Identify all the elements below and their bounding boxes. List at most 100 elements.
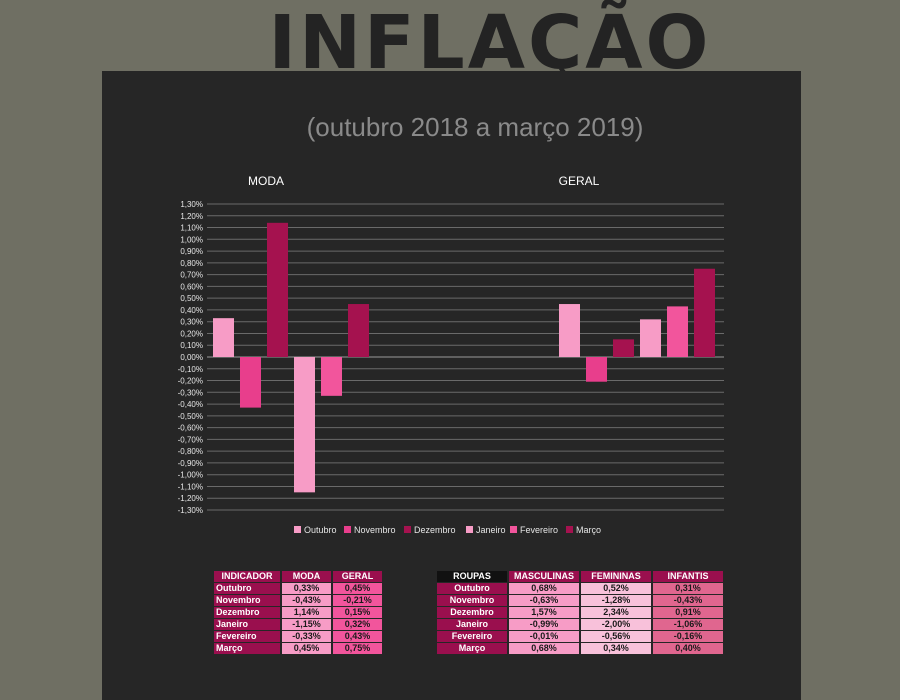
table-cell: Dezembro xyxy=(214,607,280,618)
table-cell: 0,75% xyxy=(333,643,382,654)
table-cell: 0,33% xyxy=(282,583,331,594)
table-cell: 0,91% xyxy=(653,607,723,618)
table-header-cell: INFANTIS xyxy=(653,571,723,582)
table-cell: -1,06% xyxy=(653,619,723,630)
table-cell: -0,99% xyxy=(509,619,579,630)
y-tick-label: -0,50% xyxy=(178,412,203,421)
legend-label: Janeiro xyxy=(476,525,506,535)
table-cell: Janeiro xyxy=(437,619,507,630)
page-subtitle: (outubro 2018 a março 2019) xyxy=(306,112,644,142)
y-tick-label: 0,20% xyxy=(180,329,203,338)
table-cell: 0,45% xyxy=(282,643,331,654)
bar xyxy=(213,318,234,357)
table-cell: -0,63% xyxy=(509,595,579,606)
table-cell: 0,32% xyxy=(333,619,382,630)
bar xyxy=(267,222,288,357)
table-cell: 2,34% xyxy=(581,607,651,618)
table-row: Outubro 0,68% 0,52% 0,31% xyxy=(437,583,723,594)
table-cell: 0,40% xyxy=(653,643,723,654)
legend-label: Dezembro xyxy=(414,525,456,535)
y-tick-label: 0,10% xyxy=(180,341,203,350)
bar xyxy=(348,304,369,357)
bar xyxy=(586,357,607,382)
y-tick-label: 0,80% xyxy=(180,259,203,268)
bar xyxy=(294,357,315,493)
legend-label: Março xyxy=(576,525,601,535)
y-tick-label: -0,30% xyxy=(178,388,203,397)
y-tick-label: -1,10% xyxy=(178,482,203,491)
table-cell: Novembro xyxy=(214,595,280,606)
category-label: MODA xyxy=(248,174,284,188)
table-cell: 0,68% xyxy=(509,583,579,594)
table-cell: 0,68% xyxy=(509,643,579,654)
table-header-cell: INDICADOR xyxy=(214,571,280,582)
y-tick-label: 1,10% xyxy=(180,224,203,233)
table-header-cell: ROUPAS xyxy=(437,571,507,582)
table-header-cell: MASCULINAS xyxy=(509,571,579,582)
y-tick-label: -1,20% xyxy=(178,494,203,503)
table-cell: 0,45% xyxy=(333,583,382,594)
bar xyxy=(694,268,715,357)
table-cell: -1,15% xyxy=(282,619,331,630)
table-cell: Janeiro xyxy=(214,619,280,630)
y-tick-label: 0,60% xyxy=(180,282,203,291)
table-row: Março 0,68% 0,34% 0,40% xyxy=(437,643,723,654)
y-tick-label: 0,30% xyxy=(180,318,203,327)
table-cell: 0,15% xyxy=(333,607,382,618)
bar xyxy=(321,357,342,396)
table-cell: Março xyxy=(214,643,280,654)
roupas-table: ROUPAS MASCULINAS FEMININAS INFANTIS Outubr… xyxy=(435,570,725,655)
table-cell: 1,57% xyxy=(509,607,579,618)
legend-swatch xyxy=(510,526,517,533)
table-row: Dezembro 1,14% 0,15% xyxy=(214,607,382,618)
table-cell: -2,00% xyxy=(581,619,651,630)
inflation-bar-chart: 1,30% 1,20% 1,10% 1,00% 0,90% 0,80% 0,70% 0,60%… xyxy=(178,174,724,535)
y-tick-label: -1,30% xyxy=(178,506,203,515)
y-tick-label: 0,40% xyxy=(180,306,203,315)
bar xyxy=(240,357,261,408)
y-tick-label: 0,90% xyxy=(180,247,203,256)
table-row: Fevereiro -0,01% -0,56% -0,16% xyxy=(437,631,723,642)
y-tick-label: 1,20% xyxy=(180,212,203,221)
table-cell: Março xyxy=(437,643,507,654)
bar xyxy=(613,339,634,357)
table-cell: -1,28% xyxy=(581,595,651,606)
table-row: Dezembro 1,57% 2,34% 0,91% xyxy=(437,607,723,618)
y-tick-label: -0,60% xyxy=(178,424,203,433)
table-cell: -0,21% xyxy=(333,595,382,606)
table-cell: 0,43% xyxy=(333,631,382,642)
legend-label: Fevereiro xyxy=(520,525,558,535)
legend-label: Outubro xyxy=(304,525,337,535)
y-tick-label: -1,00% xyxy=(178,471,203,480)
bar xyxy=(667,306,688,357)
y-tick-label: 1,30% xyxy=(180,200,203,209)
table-cell: 0,34% xyxy=(581,643,651,654)
y-tick-label: -0,10% xyxy=(178,365,203,374)
table-row: Fevereiro -0,33% 0,43% xyxy=(214,631,382,642)
table-cell: Fevereiro xyxy=(214,631,280,642)
y-tick-label: -0,90% xyxy=(178,459,203,468)
y-tick-label: 1,00% xyxy=(180,235,203,244)
table-header-cell: MODA xyxy=(282,571,331,582)
table-cell: Outubro xyxy=(437,583,507,594)
table-cell: -0,56% xyxy=(581,631,651,642)
table-row: Outubro 0,33% 0,45% xyxy=(214,583,382,594)
legend-swatch xyxy=(294,526,301,533)
indicador-table: INDICADOR MODA GERAL Outubro 0,33% 0,45% Nove… xyxy=(212,570,384,655)
table-cell: -0,33% xyxy=(282,631,331,642)
table-cell: 1,14% xyxy=(282,607,331,618)
table-row: Novembro -0,43% -0,21% xyxy=(214,595,382,606)
table-cell: Outubro xyxy=(214,583,280,594)
table-cell: -0,43% xyxy=(653,595,723,606)
y-tick-label: -0,70% xyxy=(178,435,203,444)
table-cell: Novembro xyxy=(437,595,507,606)
table-cell: 0,31% xyxy=(653,583,723,594)
table-cell: 0,52% xyxy=(581,583,651,594)
y-tick-label: -0,80% xyxy=(178,447,203,456)
table-row: Janeiro -1,15% 0,32% xyxy=(214,619,382,630)
table-row: Novembro -0,63% -1,28% -0,43% xyxy=(437,595,723,606)
y-tick-label: -0,20% xyxy=(178,377,203,386)
table-header-cell: GERAL xyxy=(333,571,382,582)
legend-swatch xyxy=(466,526,473,533)
y-tick-label: 0,50% xyxy=(180,294,203,303)
